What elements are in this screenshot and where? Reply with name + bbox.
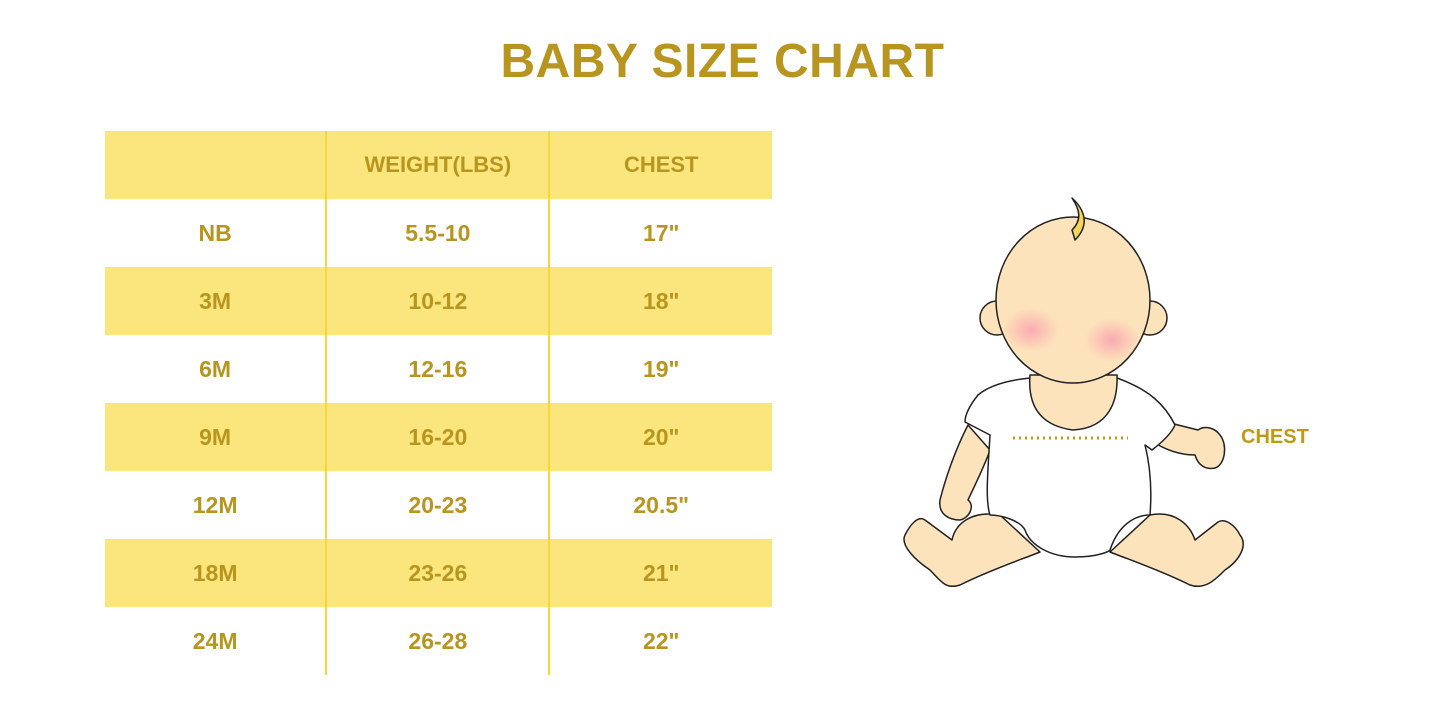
size-cell: 12M <box>192 491 238 518</box>
right-cheek <box>1084 318 1140 362</box>
chest-cell: 18" <box>549 267 772 335</box>
size-cell: NB <box>198 219 232 246</box>
weight-cell: 12-16 <box>325 335 551 403</box>
chest-cell: 19" <box>642 355 680 382</box>
table-row: 9M 16-20 20" <box>105 403 772 471</box>
weight-cell: 26-28 <box>325 607 551 675</box>
chest-cell: 21" <box>549 539 772 607</box>
weight-cell: 5.5-10 <box>325 199 551 267</box>
weight-cell: 16-20 <box>325 403 551 471</box>
header-size <box>105 131 327 199</box>
table-row: 12M 20-23 20.5" <box>105 471 772 539</box>
table-row: 24M 26-28 22" <box>105 607 772 675</box>
page-title: BABY SIZE CHART <box>500 35 945 88</box>
size-cell: 24M <box>192 627 238 654</box>
header-chest: CHEST <box>549 131 772 199</box>
chest-cell: 20.5" <box>633 491 690 518</box>
size-cell: 9M <box>105 403 327 471</box>
left-cheek <box>1003 308 1059 352</box>
size-cell: 18M <box>105 539 327 607</box>
table-row: 18M 23-26 21" <box>105 539 772 607</box>
size-table: WEIGHT(LBS) CHEST NB 5.5-10 17" 3M 10-12… <box>105 131 772 675</box>
table-row: 6M 12-16 19" <box>105 335 772 403</box>
chest-cell: 22" <box>642 627 680 654</box>
weight-cell: 10-12 <box>325 267 551 335</box>
table-row: 3M 10-12 18" <box>105 267 772 335</box>
chest-cell: 20" <box>549 403 772 471</box>
weight-cell: 23-26 <box>325 539 551 607</box>
chest-label: CHEST <box>1241 426 1309 448</box>
table-row: NB 5.5-10 17" <box>105 199 772 267</box>
size-cell: 3M <box>105 267 327 335</box>
chest-cell: 17" <box>642 219 680 246</box>
header-weight: WEIGHT(LBS) <box>325 131 551 199</box>
table-header-row: WEIGHT(LBS) CHEST <box>105 131 772 199</box>
weight-cell: 20-23 <box>325 471 551 539</box>
size-cell: 6M <box>199 355 232 382</box>
